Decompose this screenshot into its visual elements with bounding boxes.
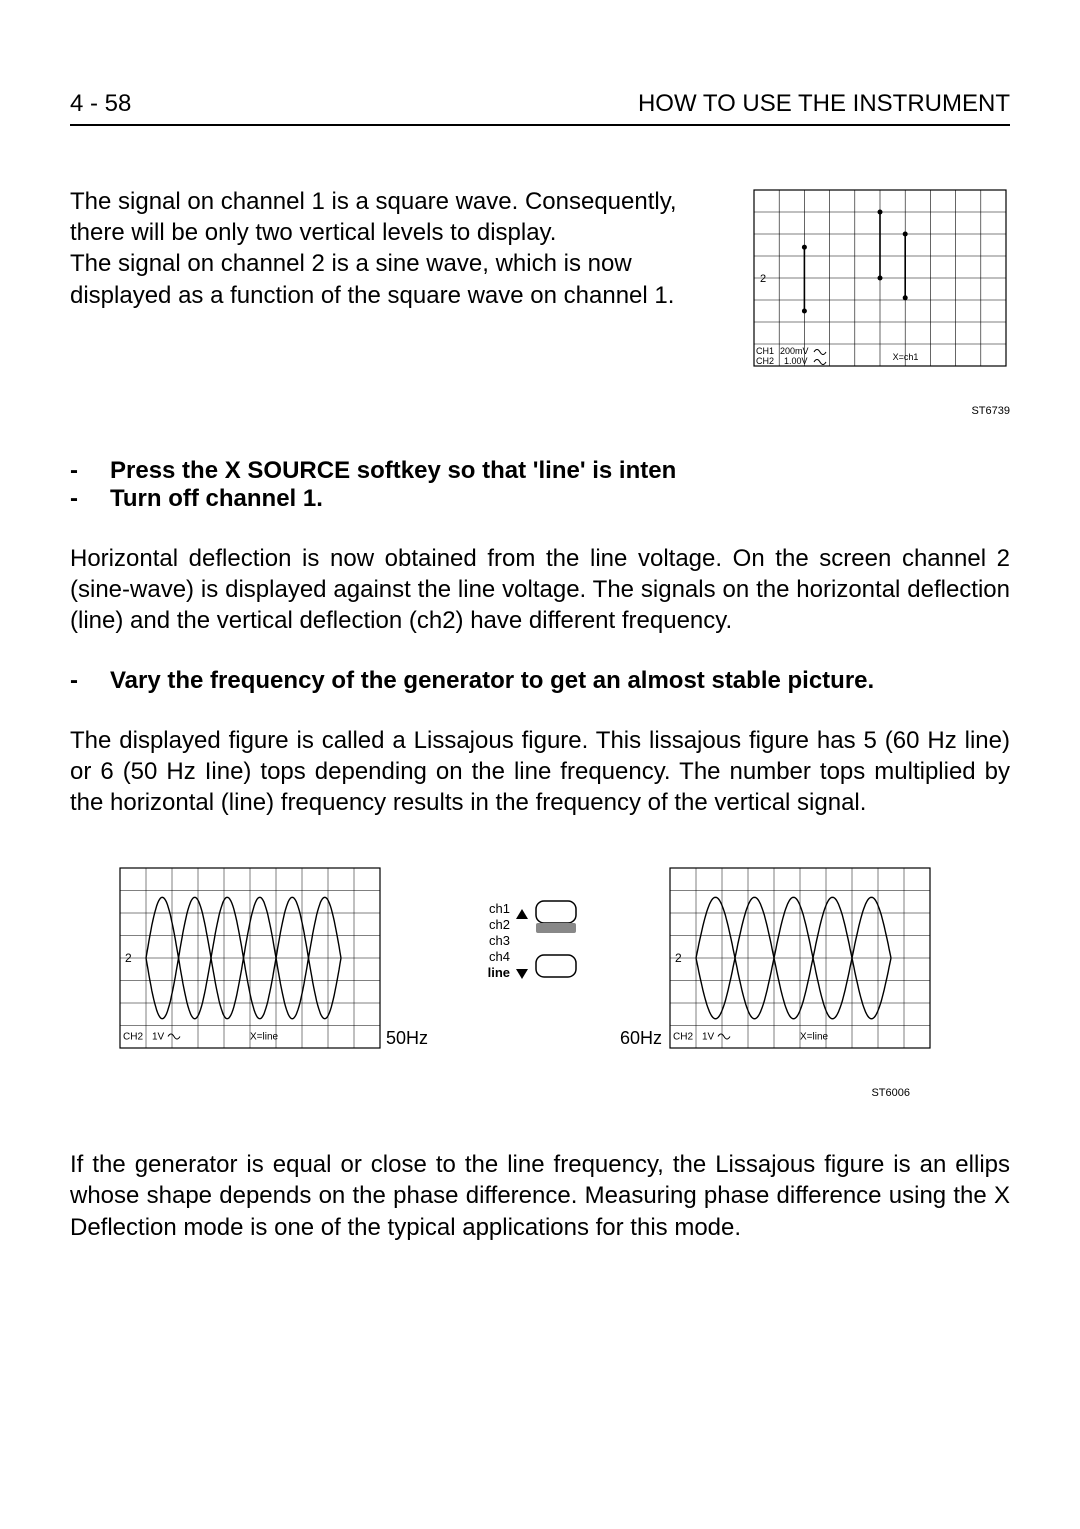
intro-block: The signal on channel 1 is a square wave… bbox=[70, 186, 1010, 417]
svg-text:CH2: CH2 bbox=[123, 1032, 143, 1043]
intro-line: there will be only two vertical levels t… bbox=[70, 217, 730, 248]
svg-text:ch4: ch4 bbox=[489, 949, 510, 964]
scope-svg-bottom: 2 CH2 1V X=line 50Hz ch1ch2ch3ch4line 2 CH2 1V X=… bbox=[70, 858, 1010, 1078]
intro-line: displayed as a function of the square wa… bbox=[70, 280, 730, 311]
step-row: - Turn off channel 1. bbox=[70, 485, 1010, 513]
svg-text:CH1: CH1 bbox=[756, 346, 774, 356]
scope-svg-top: 2 CH1 200mV CH2 1.00V X=ch1 bbox=[750, 186, 1010, 396]
step-list-2: - Vary the frequency of the generator to… bbox=[70, 667, 1010, 695]
intro-text: The signal on channel 1 is a square wave… bbox=[70, 186, 730, 417]
svg-text:CH2: CH2 bbox=[673, 1032, 693, 1043]
svg-text:60Hz: 60Hz bbox=[620, 1028, 662, 1048]
dash-icon: - bbox=[70, 457, 110, 485]
header-title: HOW TO USE THE INSTRUMENT bbox=[638, 90, 1010, 118]
svg-text:X=ch1: X=ch1 bbox=[893, 352, 919, 362]
page-header: 4 - 58 HOW TO USE THE INSTRUMENT bbox=[70, 90, 1010, 126]
figure-label: ST6739 bbox=[750, 405, 1010, 417]
step-text: Turn off channel 1. bbox=[110, 485, 323, 513]
svg-text:X=line: X=line bbox=[250, 1032, 279, 1043]
svg-text:1V: 1V bbox=[152, 1032, 165, 1043]
svg-text:2: 2 bbox=[675, 951, 682, 965]
svg-text:200mV: 200mV bbox=[780, 346, 809, 356]
paragraph: The displayed figure is called a Lissajo… bbox=[70, 725, 1010, 819]
figure-st6739: 2 CH1 200mV CH2 1.00V X=ch1 ST6739 bbox=[750, 186, 1010, 417]
figure-st6006: 2 CH2 1V X=line 50Hz ch1ch2ch3ch4line 2 CH2 1V X=… bbox=[70, 858, 1010, 1099]
figure-label: ST6006 bbox=[70, 1087, 1010, 1099]
step-row: - Press the X SOURCE softkey so that 'li… bbox=[70, 457, 1010, 485]
step-text: Vary the frequency of the generator to g… bbox=[110, 667, 874, 695]
page-number: 4 - 58 bbox=[70, 90, 131, 118]
svg-text:2: 2 bbox=[760, 273, 766, 285]
intro-line: The signal on channel 1 is a square wave… bbox=[70, 186, 730, 217]
svg-text:1V: 1V bbox=[702, 1032, 715, 1043]
svg-text:X=line: X=line bbox=[800, 1032, 829, 1043]
svg-text:ch1: ch1 bbox=[489, 901, 510, 916]
svg-text:1.00V: 1.00V bbox=[784, 356, 808, 366]
step-text: Press the X SOURCE softkey so that 'line… bbox=[110, 457, 676, 485]
svg-text:ch2: ch2 bbox=[489, 917, 510, 932]
svg-text:ch3: ch3 bbox=[489, 933, 510, 948]
svg-text:line: line bbox=[488, 965, 510, 980]
dash-icon: - bbox=[70, 667, 110, 695]
svg-text:50Hz: 50Hz bbox=[386, 1028, 428, 1048]
svg-text:CH2: CH2 bbox=[756, 356, 774, 366]
paragraph: Horizontal deflection is now obtained fr… bbox=[70, 543, 1010, 637]
paragraph: If the generator is equal or close to th… bbox=[70, 1149, 1010, 1243]
dash-icon: - bbox=[70, 485, 110, 513]
intro-line: The signal on channel 2 is a sine wave, … bbox=[70, 248, 730, 279]
svg-text:2: 2 bbox=[125, 951, 132, 965]
step-row: - Vary the frequency of the generator to… bbox=[70, 667, 1010, 695]
step-list-1: - Press the X SOURCE softkey so that 'li… bbox=[70, 457, 1010, 513]
page: 4 - 58 HOW TO USE THE INSTRUMENT The sig… bbox=[0, 0, 1080, 1333]
